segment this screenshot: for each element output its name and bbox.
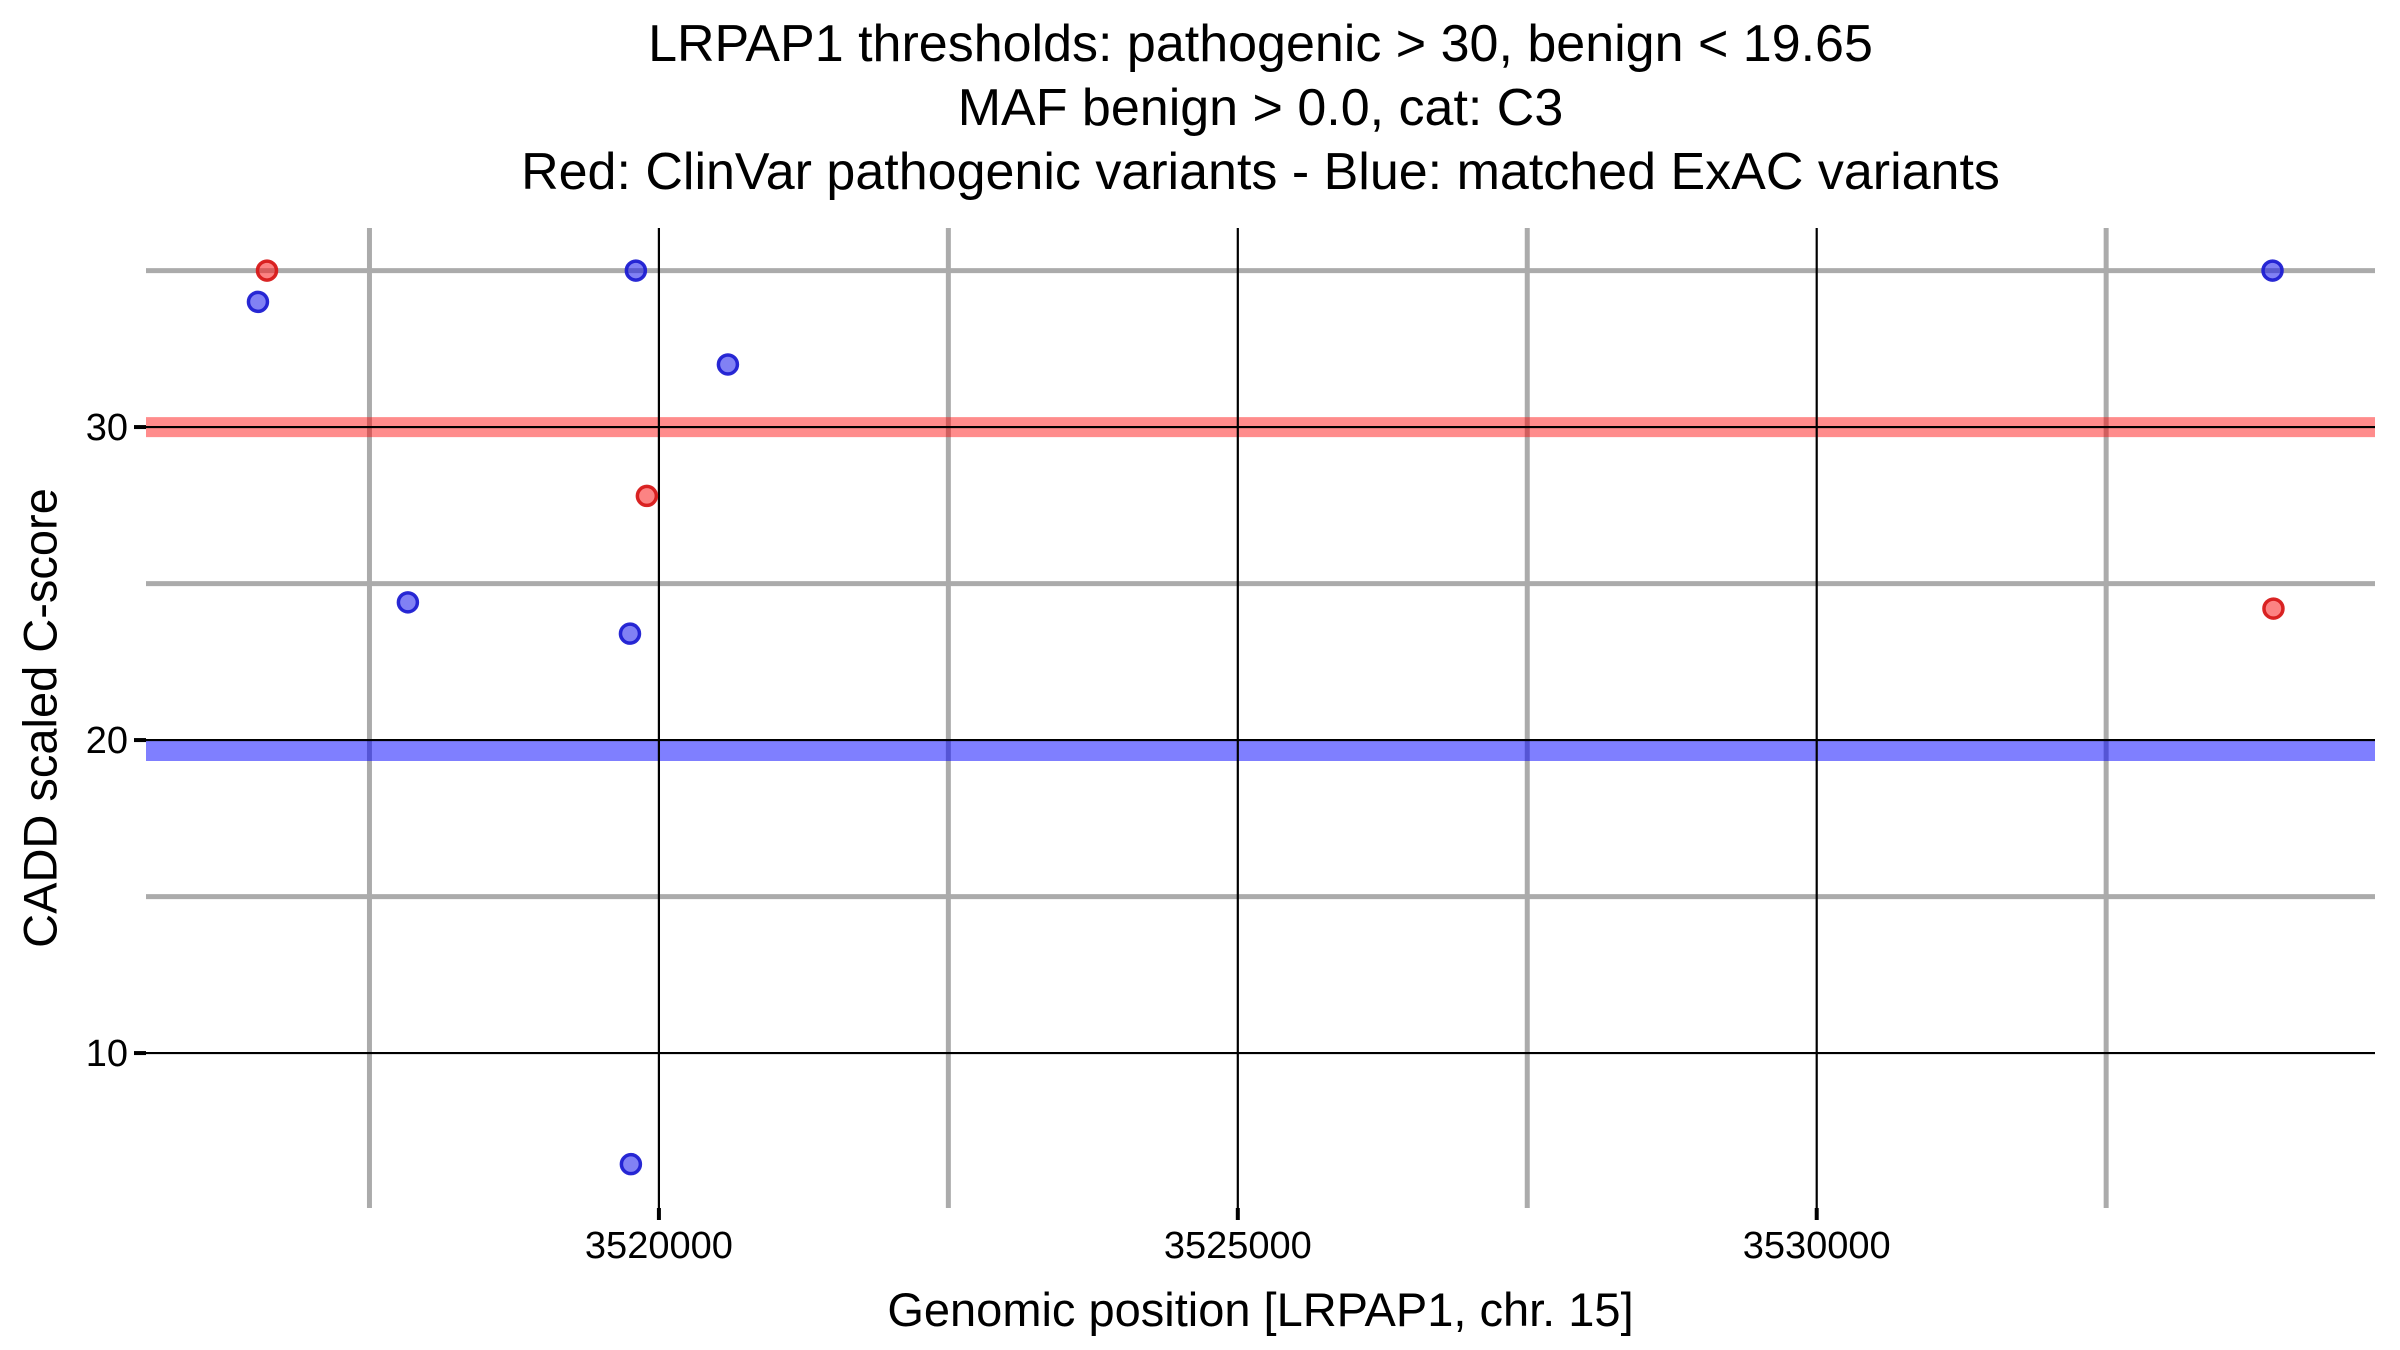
chart-title-line-2: MAF benign > 0.0, cat: C3: [957, 79, 1564, 137]
data-point: [619, 1152, 643, 1176]
x-axis-tick-label: 3530000: [1743, 1225, 1891, 1267]
y-axis-tick-label: 20: [86, 720, 128, 762]
data-point: [396, 591, 420, 614]
y-axis-title: CADD scaled C-score: [13, 488, 67, 948]
chart-title-line-3: Red: ClinVar pathogenic variants - Blue:…: [521, 143, 2000, 201]
data-point: [2261, 259, 2284, 282]
data-point: [246, 290, 270, 314]
data-point: [716, 353, 740, 376]
chart-title-block: LRPAP1 thresholds: pathogenic > 30, beni…: [146, 12, 2375, 204]
data-point: [635, 484, 659, 508]
data-point: [255, 259, 279, 282]
y-axis-tick-label: 10: [86, 1033, 128, 1075]
data-point: [618, 622, 642, 645]
chart-title-line-1: LRPAP1 thresholds: pathogenic > 30, beni…: [648, 15, 1873, 73]
x-axis-tick-label: 3520000: [585, 1225, 733, 1267]
x-axis-tick-label: 3525000: [1164, 1225, 1312, 1267]
data-point: [2262, 597, 2285, 620]
y-axis-tick-label: 30: [86, 407, 128, 449]
x-axis-title: Genomic position [LRPAP1, chr. 15]: [887, 1283, 1634, 1336]
data-point: [624, 259, 648, 282]
